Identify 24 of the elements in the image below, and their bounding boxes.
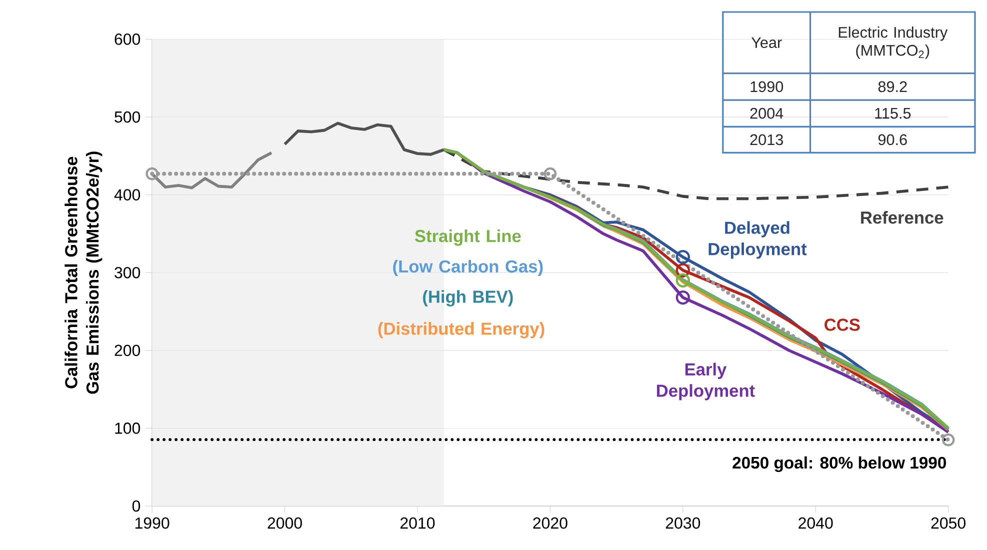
text: (High BEV)	[423, 290, 513, 307]
x-tick-label: 2050	[931, 518, 966, 529]
y-tick-label: 300	[114, 267, 140, 279]
y-axis-title: California Total Greenhouse Gas Emissions (MMtCO2e/yr)	[64, 152, 102, 394]
x-tick-label: 2040	[798, 518, 833, 529]
y-tick-label: 200	[114, 345, 140, 356]
x-tick-label: 2020	[533, 518, 568, 529]
annotation: 2050 goal: 80% below 1990	[732, 456, 946, 472]
x-tick-label: 2010	[400, 518, 435, 529]
series-label: Early Deployment	[656, 363, 755, 401]
y-tick-label: 100	[115, 422, 140, 434]
x-tick-label: 2000	[268, 518, 302, 529]
y-tick-label: 400	[114, 189, 140, 201]
series-label: Reference	[861, 211, 944, 224]
y-tick-label: 0	[132, 500, 140, 512]
y-tick-label: 600	[114, 34, 140, 46]
series-label: CCS	[824, 318, 860, 332]
x-tick-label: 1990	[135, 518, 170, 529]
text: (Low Carbon Gas)	[393, 260, 543, 276]
x-tick-label: 2030	[666, 518, 700, 529]
y-tick-label: 500	[114, 112, 140, 123]
series-label: Delayed Deployment	[708, 221, 807, 259]
text: (Distributed Energy)	[378, 322, 544, 339]
text: Straight Line	[414, 230, 521, 246]
